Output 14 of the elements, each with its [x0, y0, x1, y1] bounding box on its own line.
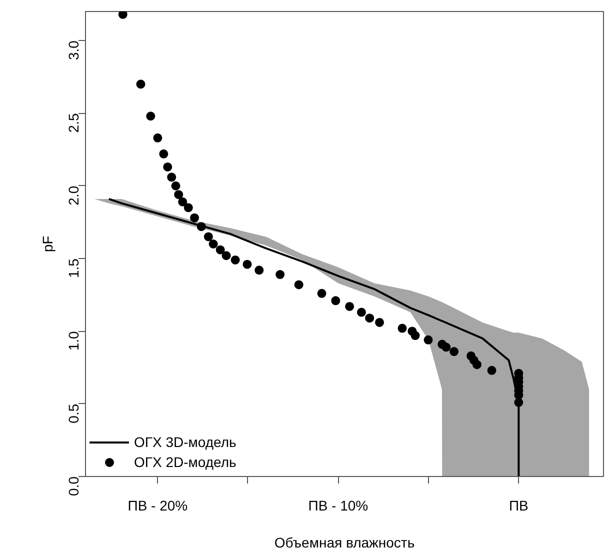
x-axis-title: Объемная влажность: [274, 534, 415, 550]
x-tick-label: ПВ - 20%: [128, 498, 188, 514]
x-tick-label: ПВ: [508, 498, 528, 514]
y-tick-label: 3.0: [66, 40, 82, 60]
y-tick-label: 1.0: [66, 330, 82, 351]
y-tick-label: 1.5: [66, 258, 82, 278]
y-tick-label: 2.5: [66, 113, 82, 133]
y-axis-title: pF: [40, 236, 56, 252]
x-tick-label: ПВ - 10%: [308, 498, 368, 514]
y-tick-label: 0.0: [66, 476, 82, 496]
y-tick-label: 2.0: [66, 186, 82, 206]
y-tick-label: 0.5: [66, 404, 82, 424]
legend-label: ОГХ 3D-модель: [134, 434, 236, 450]
legend-label: ОГХ 2D-модель: [134, 454, 236, 470]
